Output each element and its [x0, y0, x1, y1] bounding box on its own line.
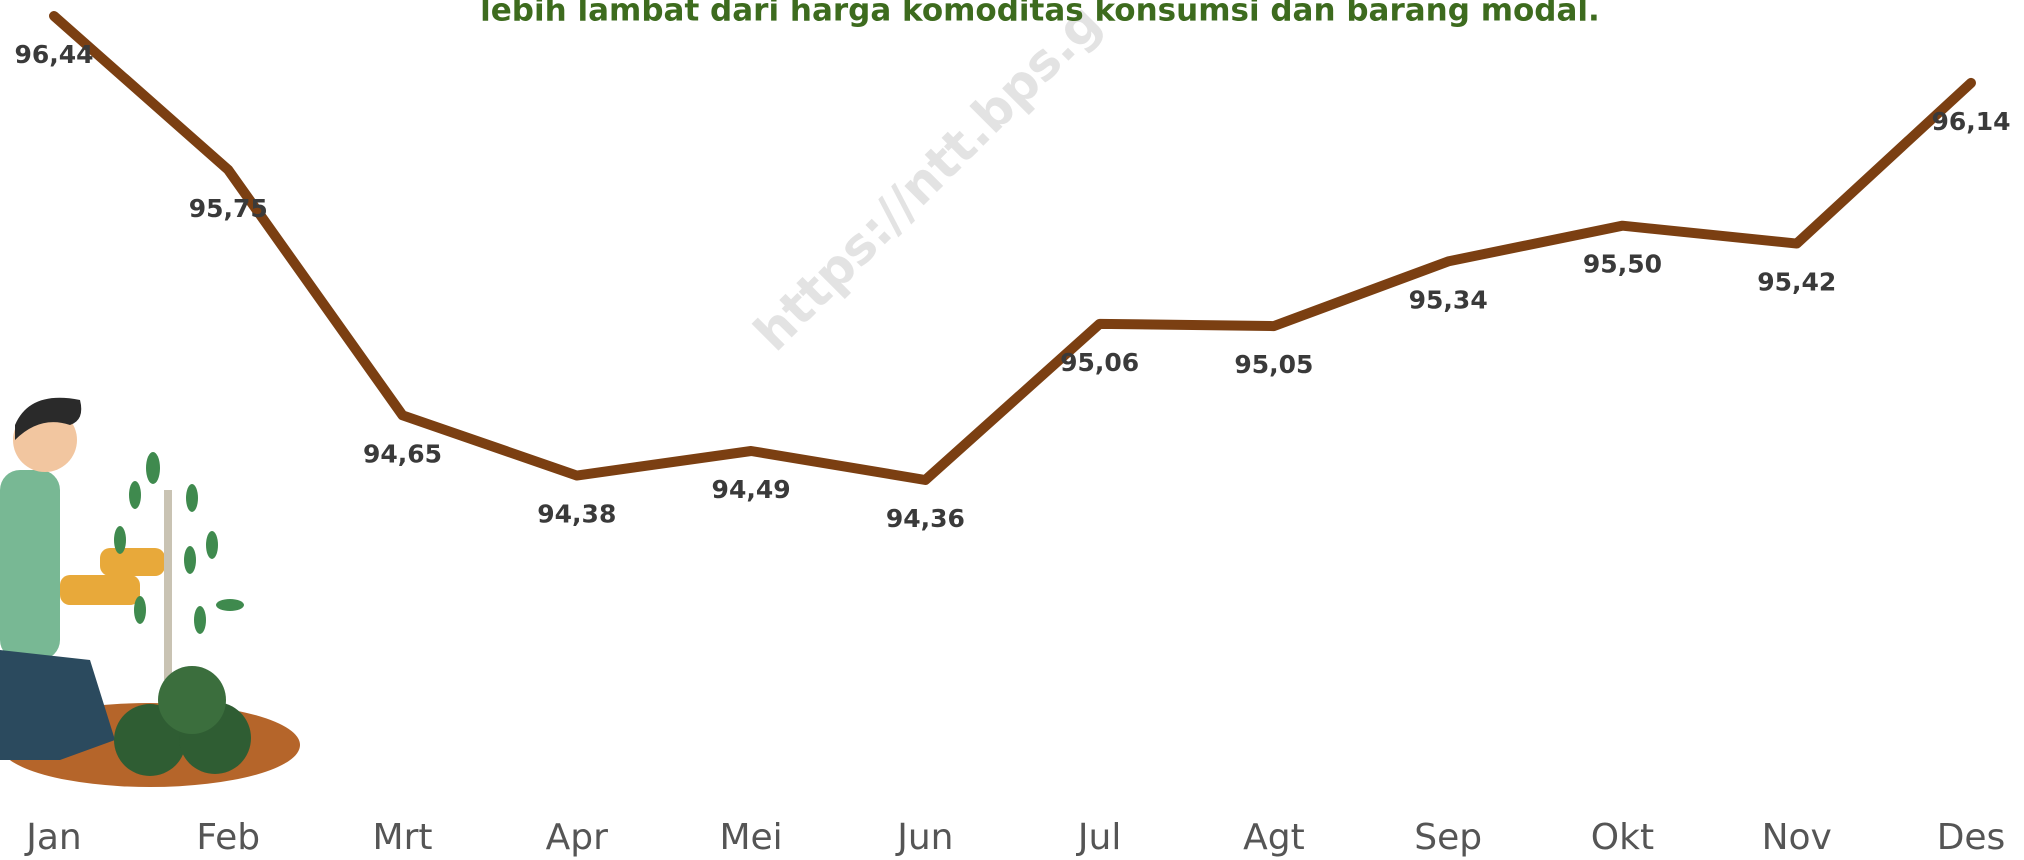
data-label: 94,49	[712, 475, 791, 504]
data-label: 94,36	[886, 504, 965, 533]
x-tick-label: Jan	[24, 817, 82, 858]
data-label: 94,65	[363, 439, 442, 468]
x-tick-label: Nov	[1762, 817, 1832, 858]
watermark: https://ntt.bps.g	[743, 0, 1112, 362]
x-tick-label: Okt	[1591, 817, 1654, 858]
x-tick-label: Feb	[196, 817, 260, 858]
data-label: 95,42	[1757, 268, 1836, 297]
data-label: 94,38	[537, 500, 616, 529]
x-tick-label: Apr	[546, 817, 608, 858]
line-series	[49, 11, 1976, 485]
chart-title: lebih lambat dari harga komoditas konsum…	[480, 0, 1600, 29]
data-label: 96,44	[14, 40, 93, 69]
x-tick-label: Mei	[719, 817, 782, 858]
data-label: 95,06	[1060, 348, 1139, 377]
x-tick-label: Mrt	[373, 817, 433, 858]
x-tick-label: Jun	[895, 817, 953, 858]
x-tick-label: Jul	[1076, 817, 1121, 858]
x-tick-label: Des	[1937, 817, 2006, 858]
data-label: 95,34	[1409, 285, 1488, 314]
data-label: 95,05	[1234, 350, 1313, 379]
data-label: 95,50	[1583, 250, 1662, 279]
data-label: 96,14	[1931, 107, 2010, 136]
x-tick-label: Agt	[1243, 817, 1305, 858]
x-tick-label: Sep	[1414, 817, 1482, 858]
data-label: 95,75	[189, 194, 268, 223]
illustration	[0, 397, 300, 787]
